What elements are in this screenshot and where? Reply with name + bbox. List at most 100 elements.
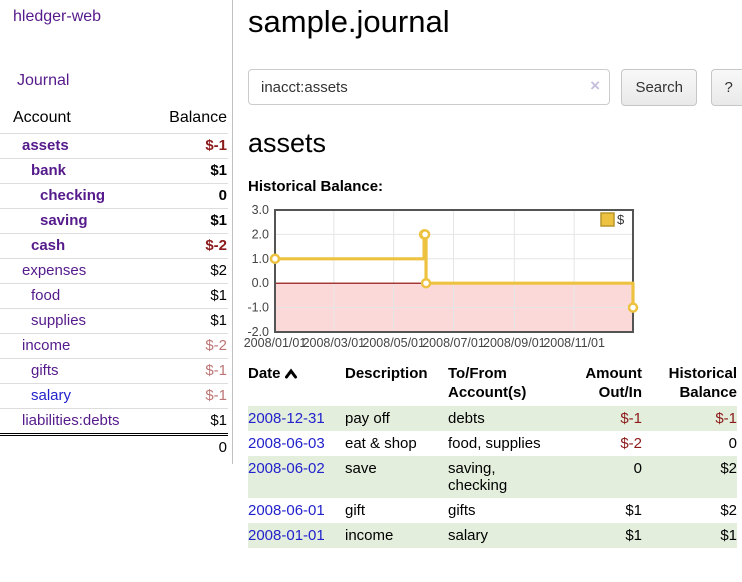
account-balance: $-2 [205, 237, 227, 254]
account-heading: assets [248, 128, 327, 158]
register-cell-amount: $1 [625, 502, 642, 519]
historical-balance-chart: 3.0 2.0 1.0 0.0 -1.0 -2.02008/01/012008/03/01… [244, 203, 639, 350]
register-cell-accounts: salary [448, 527, 489, 544]
register-row: 2008-06-03 eat & shop food, supplies $-2 0 [248, 431, 737, 456]
register-cell-date: 2008-06-01 [248, 498, 345, 523]
register-cell-amount: 0 [633, 460, 642, 477]
register-cell-description: pay off [345, 410, 390, 427]
svg-text:3.0: 3.0 [252, 203, 269, 217]
sidebar-item-journal[interactable]: Journal [17, 72, 70, 89]
account-balance: $2 [210, 262, 227, 279]
register-cell-balance: $2 [720, 502, 737, 519]
brand-link[interactable]: hledger-web [13, 8, 102, 25]
account-row: liabilities:debts $1 [0, 408, 228, 435]
transaction-date-link[interactable]: 2008-01-01 [248, 527, 325, 544]
register-header-balance: Historical Balance [668, 365, 737, 401]
register-cell-date: 2008-06-03 [248, 431, 345, 456]
svg-text:1.0: 1.0 [252, 252, 269, 266]
svg-text:2008/03/01: 2008/03/01 [303, 336, 366, 350]
account-name-cell: income [0, 334, 153, 359]
account-name-cell: food [0, 284, 153, 309]
register-cell-description: save [345, 460, 377, 477]
clear-search-icon[interactable]: × [590, 76, 600, 95]
register-row: 2008-12-31 pay off debts $-1 $-1 [248, 406, 737, 431]
search-button[interactable]: Search [621, 69, 697, 106]
account-row: gifts $-1 [0, 358, 228, 384]
account-row: assets $-1 [0, 133, 228, 159]
sidebar-item-assets[interactable]: assets [22, 137, 69, 154]
account-row: saving $1 [0, 208, 228, 234]
accounts-table: Account Balance assets $-1 bank $1 checking 0… [0, 105, 228, 460]
account-row: cash $-2 [0, 233, 228, 259]
register-header-date-label: Date [248, 365, 281, 382]
transaction-date-link[interactable]: 2008-12-31 [248, 410, 325, 427]
accounts-header-balance: Balance [169, 109, 227, 126]
register-cell-date: 2008-06-02 [248, 456, 345, 498]
sidebar-item-food[interactable]: food [31, 287, 61, 304]
sidebar-item-liabilities-debts[interactable]: liabilities:debts [22, 412, 120, 429]
account-balance: $1 [210, 287, 227, 304]
register-cell-amount: $1 [625, 527, 642, 544]
account-name-cell: expenses [0, 259, 153, 284]
account-name-cell: gifts [0, 359, 153, 384]
register-cell-balance: $-1 [715, 410, 737, 427]
sidebar-item-income[interactable]: income [22, 337, 71, 354]
register-cell-amount: $-1 [620, 410, 642, 427]
register-header-amount: Amount Out/In [585, 365, 642, 401]
account-name-cell: bank [0, 159, 153, 184]
search-input[interactable] [248, 69, 610, 105]
account-name-cell: assets [0, 134, 153, 159]
register-cell-accounts: gifts [448, 502, 476, 519]
account-row: bank $1 [0, 158, 228, 184]
register-cell-accounts: food, supplies [448, 435, 541, 452]
account-name-cell: checking [0, 184, 153, 209]
accounts-table-header: Account Balance [0, 105, 228, 134]
svg-text:2008/01/01: 2008/01/01 [244, 336, 307, 350]
transaction-date-link[interactable]: 2008-06-03 [248, 435, 325, 452]
sidebar: hledger-web Journal Account Balance asse… [0, 0, 233, 464]
svg-text:2008/05/01: 2008/05/01 [362, 336, 425, 350]
svg-text:2008/07/01: 2008/07/01 [422, 336, 485, 350]
register-header-date[interactable]: Date [248, 362, 345, 406]
account-balance: $-1 [205, 137, 227, 154]
account-name-cell: supplies [0, 309, 153, 334]
sidebar-item-gifts[interactable]: gifts [31, 362, 59, 379]
sidebar-item-cash[interactable]: cash [31, 237, 66, 254]
sidebar-item-bank[interactable]: bank [31, 162, 67, 179]
account-balance: 0 [218, 187, 227, 204]
sort-ascending-icon [284, 368, 297, 379]
accounts-total-value: 0 [218, 439, 227, 456]
chart-title: Historical Balance: [248, 178, 384, 195]
svg-text:-2.0: -2.0 [247, 325, 269, 339]
account-balance: $-1 [205, 362, 227, 379]
account-row: expenses $2 [0, 258, 228, 284]
register-cell-accounts: debts [448, 410, 485, 427]
accounts-total-row: 0 [0, 434, 228, 461]
register-row: 2008-06-01 gift gifts $1 $2 [248, 498, 737, 523]
sidebar-item-expenses[interactable]: expenses [22, 262, 87, 279]
account-name-cell: salary [0, 384, 153, 409]
transaction-date-link[interactable]: 2008-06-02 [248, 460, 325, 477]
register-table: Date Description To/From Account(s) Amou… [248, 362, 737, 548]
sidebar-item-saving[interactable]: saving [40, 212, 88, 229]
sidebar-item-salary[interactable]: salary [31, 387, 72, 404]
register-row: 2008-01-01 income salary $1 $1 [248, 523, 737, 548]
svg-text:0.0: 0.0 [252, 276, 269, 290]
sidebar-item-supplies[interactable]: supplies [31, 312, 87, 329]
account-balance: $1 [210, 162, 227, 179]
account-name-cell: saving [0, 209, 153, 234]
account-name-cell: liabilities:debts [0, 409, 153, 435]
svg-text:2008/09/01: 2008/09/01 [483, 336, 546, 350]
account-row: income $-2 [0, 333, 228, 359]
account-row: supplies $1 [0, 308, 228, 334]
account-row: food $1 [0, 283, 228, 309]
account-balance: $-1 [205, 387, 227, 404]
accounts-header-account: Account [13, 109, 71, 126]
register-header-accounts: To/From Account(s) [448, 365, 527, 401]
register-cell-accounts: saving, checking [448, 460, 508, 494]
sidebar-item-checking[interactable]: checking [40, 187, 106, 204]
help-button[interactable]: ? [711, 69, 742, 106]
register-cell-balance: $2 [720, 460, 737, 477]
transaction-date-link[interactable]: 2008-06-01 [248, 502, 325, 519]
page-title: sample.journal [248, 4, 450, 39]
